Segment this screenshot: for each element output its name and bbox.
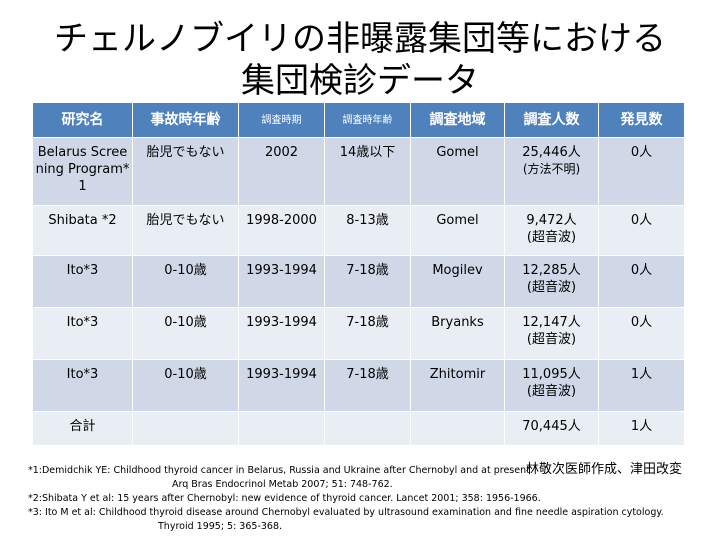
cell-region (410, 411, 505, 446)
cell-age-at-accident: 胎児でもない (132, 205, 239, 256)
header-found: 発見数 (598, 102, 685, 138)
cell-count: 12,147人 (超音波) (504, 307, 599, 360)
cell-age-at-survey: 14歳以下 (324, 137, 411, 206)
table-row: Ito*3 0-10歳 1993-1994 7-18歳 Bryanks 12,1… (32, 307, 685, 360)
reference-1-source: Arq Bras Endocrinol Metab 2007; 51: 748-… (172, 479, 393, 490)
reference-3: *3: Ito M et al: Childhood thyroid disea… (28, 507, 664, 518)
table-row: Shibata *2 胎児でもない 1998-2000 8-13歳 Gomel … (32, 205, 685, 256)
cell-region: Gomel (410, 137, 505, 206)
slide-title: チェルノブイリの非曝露集団等における 集団検診データ (0, 18, 720, 102)
count-value: 12,147人 (522, 315, 581, 330)
header-count: 調査人数 (504, 102, 599, 138)
reference-3-source: Thyroid 1995; 5: 365-368. (158, 521, 283, 532)
cell-count: 12,285人 (超音波) (504, 255, 599, 308)
cell-period: 1993-1994 (238, 255, 325, 308)
count-note: (方法不明) (522, 162, 581, 176)
credit-note: 林敬次医師作成、津田改変 (526, 462, 683, 477)
cell-age-at-accident (132, 411, 239, 446)
title-line-2: 集団検診データ (241, 61, 479, 101)
cell-count: 25,446人 (方法不明) (504, 137, 599, 206)
reference-2: *2:Shibata Y et al: 15 years after Chern… (28, 493, 541, 504)
cell-age-at-survey (324, 411, 411, 446)
cell-age-at-survey: 7-18歳 (324, 307, 411, 360)
cell-age-at-survey: 8-13歳 (324, 205, 411, 256)
cell-found: 0人 (598, 307, 685, 360)
header-study: 研究名 (32, 102, 133, 138)
cell-found: 0人 (598, 205, 685, 256)
title-line-1: チェルノブイリの非曝露集団等における (54, 19, 666, 59)
cell-age-at-survey: 7-18歳 (324, 255, 411, 308)
cell-study: Ito*3 (32, 307, 133, 360)
cell-found: 0人 (598, 137, 685, 206)
cell-region: Bryanks (410, 307, 505, 360)
table-header-row: 研究名 事故時年齢 調査時期 調査時年齢 調査地域 調査人数 発見数 (32, 102, 685, 138)
table-row: Belarus Screening Program*1 胎児でもない 2002 … (32, 137, 685, 206)
cell-found: 0人 (598, 255, 685, 308)
count-value: 70,445人 (522, 419, 581, 434)
cell-study: Belarus Screening Program*1 (32, 137, 133, 206)
count-note: (超音波) (526, 384, 577, 399)
header-period: 調査時期 (238, 102, 325, 138)
cell-count: 70,445人 (504, 411, 599, 446)
table-row: Ito*3 0-10歳 1993-1994 7-18歳 Zhitomir 11,… (32, 359, 685, 412)
cell-study: 合計 (32, 411, 133, 446)
reference-1: *1:Demidchik YE: Childhood thyroid cance… (28, 465, 533, 476)
cell-count: 11,095人 (超音波) (504, 359, 599, 412)
cell-region: Gomel (410, 205, 505, 256)
header-region: 調査地域 (410, 102, 505, 138)
cell-age-at-survey: 7-18歳 (324, 359, 411, 412)
cell-age-at-accident: 0-10歳 (132, 359, 239, 412)
cell-period: 1993-1994 (238, 359, 325, 412)
cell-age-at-accident: 0-10歳 (132, 307, 239, 360)
cell-period: 1993-1994 (238, 307, 325, 360)
cell-period: 1998-2000 (238, 205, 325, 256)
count-value: 25,446人 (522, 145, 581, 160)
cell-count: 9,472人 (超音波) (504, 205, 599, 256)
cell-period: 2002 (238, 137, 325, 206)
cell-region: Mogilev (410, 255, 505, 308)
cell-study: Ito*3 (32, 359, 133, 412)
references: *1:Demidchik YE: Childhood thyroid cance… (28, 464, 708, 534)
count-value: 11,095人 (522, 367, 581, 382)
screening-data-table: 研究名 事故時年齢 調査時期 調査時年齢 調査地域 調査人数 発見数 Belar… (32, 102, 685, 446)
count-value: 12,285人 (522, 263, 581, 278)
cell-found: 1人 (598, 359, 685, 412)
cell-period (238, 411, 325, 446)
count-value: 9,472人 (526, 213, 577, 228)
header-age-at-accident: 事故時年齢 (132, 102, 239, 138)
cell-study: Ito*3 (32, 255, 133, 308)
cell-region: Zhitomir (410, 359, 505, 412)
cell-age-at-accident: 0-10歳 (132, 255, 239, 308)
table-row-total: 合計 70,445人 1人 (32, 411, 685, 446)
header-age-at-survey: 調査時年齢 (324, 102, 411, 138)
table-row: Ito*3 0-10歳 1993-1994 7-18歳 Mogilev 12,2… (32, 255, 685, 308)
count-note: (超音波) (526, 280, 577, 295)
cell-found: 1人 (598, 411, 685, 446)
cell-study: Shibata *2 (32, 205, 133, 256)
count-note: (超音波) (526, 332, 577, 347)
cell-age-at-accident: 胎児でもない (132, 137, 239, 206)
count-note: (超音波) (526, 230, 577, 245)
